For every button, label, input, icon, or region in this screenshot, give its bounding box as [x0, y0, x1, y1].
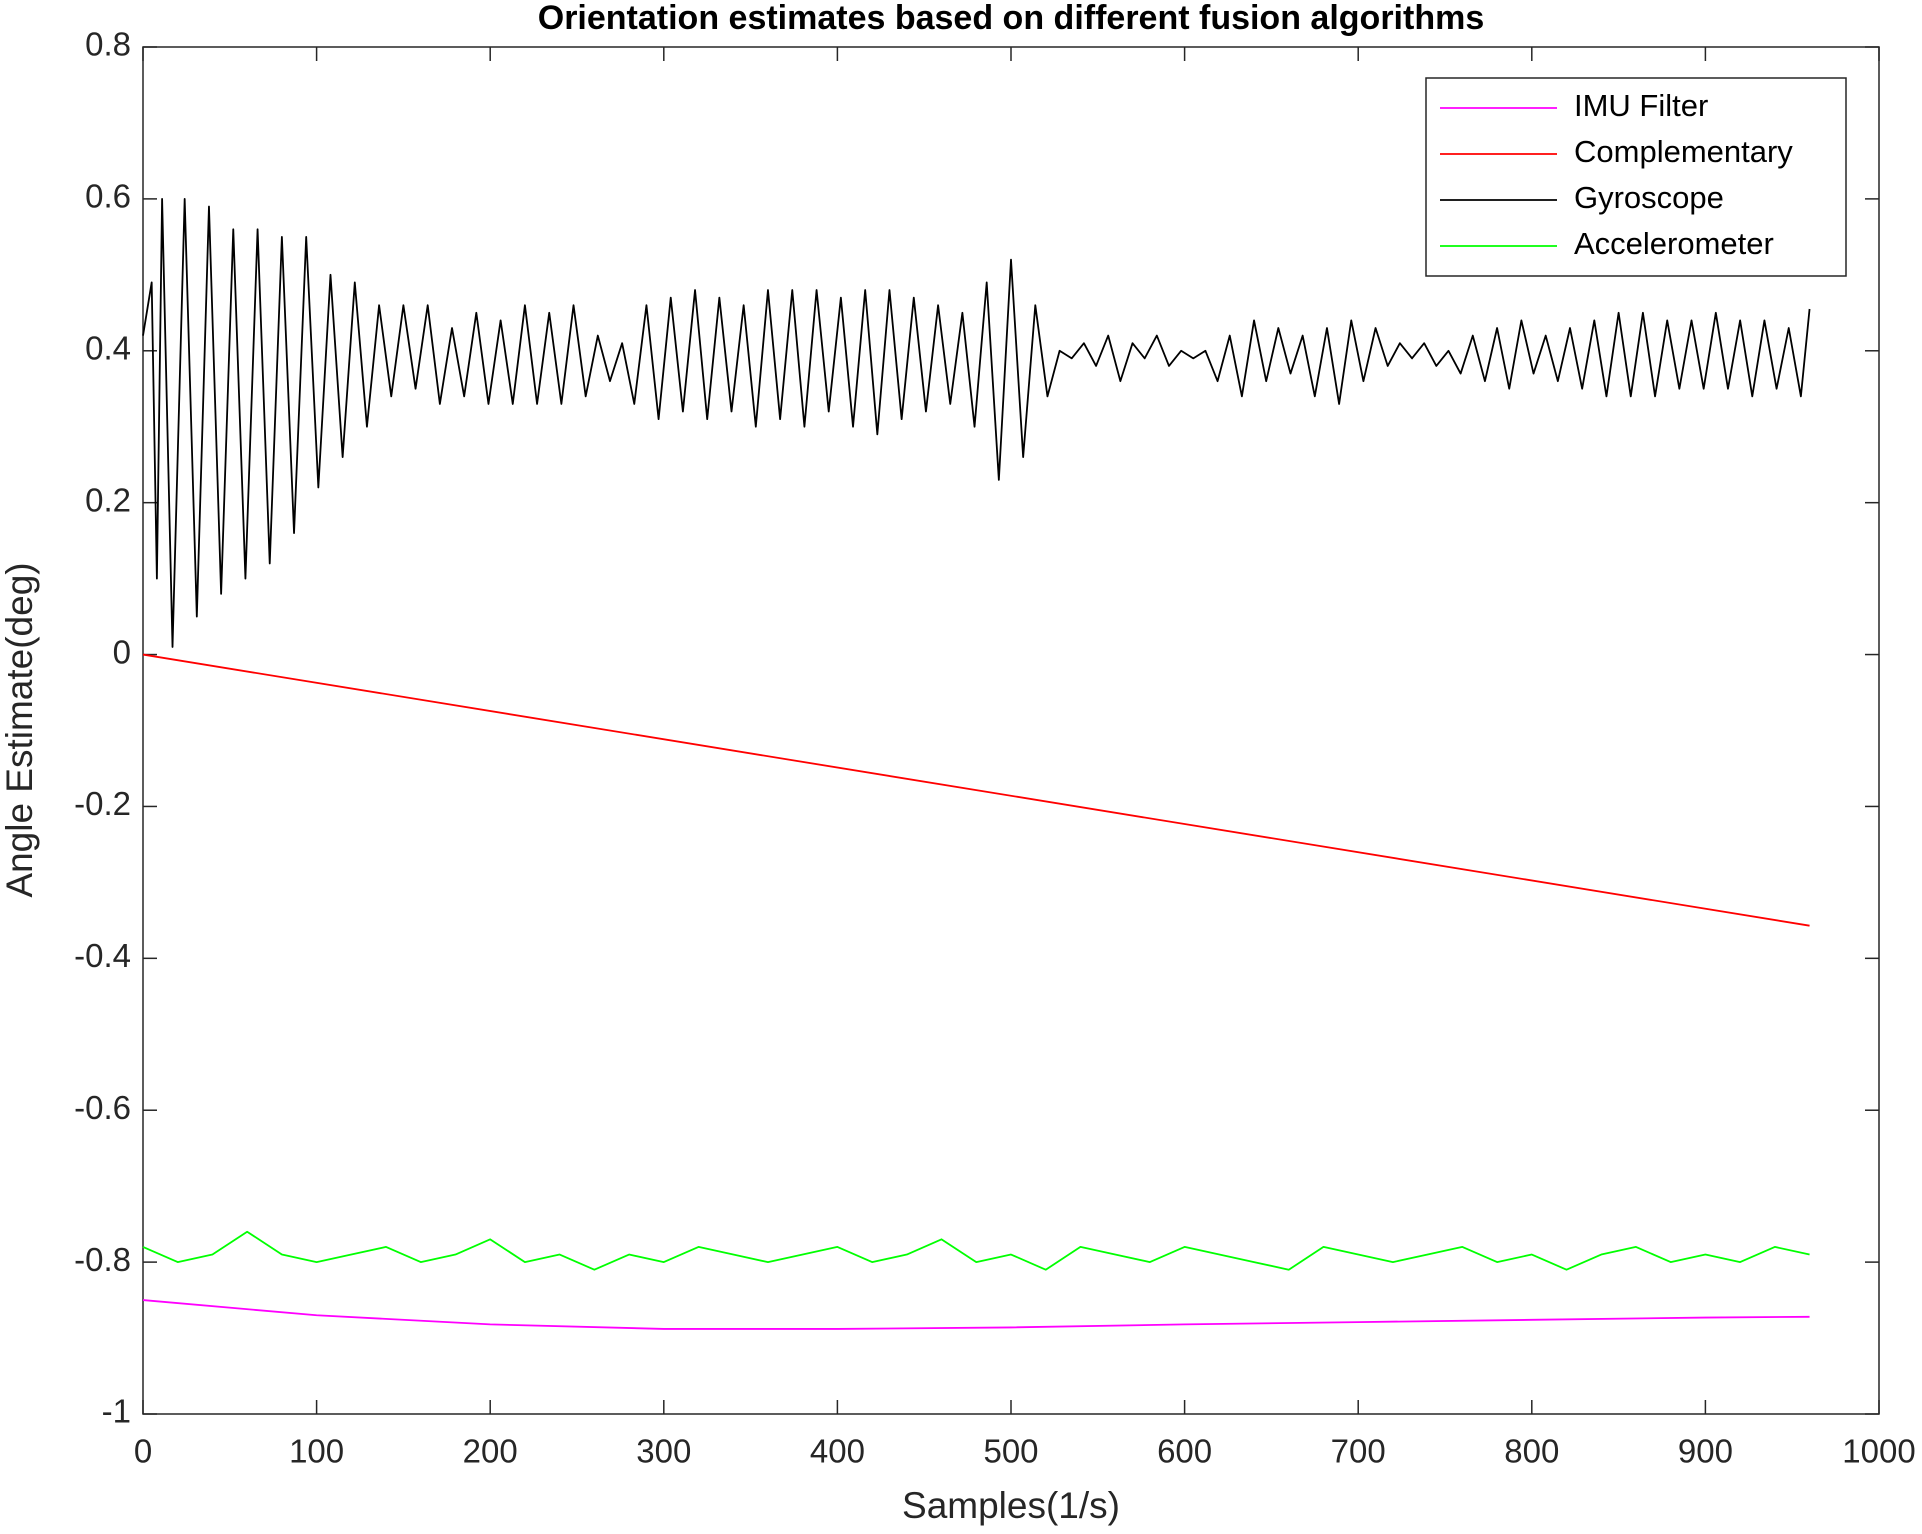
y-tick-label: -0.4 [74, 937, 131, 974]
x-tick-label: 100 [289, 1433, 344, 1470]
y-tick-label: 0.2 [85, 481, 131, 518]
legend-label: Gyroscope [1574, 180, 1724, 215]
data-line [142, 1230, 1810, 1271]
y-tick-label: 0 [113, 633, 131, 670]
x-tick-label: 900 [1678, 1433, 1733, 1470]
y-tick-label: 0.8 [85, 26, 131, 63]
x-tick-label: 500 [983, 1433, 1038, 1470]
y-tick-label: 0.6 [85, 178, 131, 215]
legend-label: Complementary [1574, 134, 1793, 169]
y-tick-label: -0.6 [74, 1089, 131, 1126]
x-tick-label: 800 [1504, 1433, 1559, 1470]
legend-box [1425, 77, 1847, 277]
x-tick-label: 200 [463, 1433, 518, 1470]
y-tick-label: -0.8 [74, 1241, 131, 1278]
x-tick-label: 700 [1331, 1433, 1386, 1470]
x-tick-label: 0 [134, 1433, 152, 1470]
x-tick-label: 300 [636, 1433, 691, 1470]
y-tick-label: -1 [102, 1393, 131, 1430]
legend-label: IMU Filter [1574, 88, 1708, 123]
x-axis-label: Samples(1/s) [902, 1485, 1120, 1526]
y-tick-label: 0.4 [85, 329, 131, 366]
data-line [142, 197, 1811, 648]
legend-label: Accelerometer [1574, 226, 1774, 261]
chart-title: Orientation estimates based on different… [538, 0, 1484, 37]
x-tick-label: 600 [1157, 1433, 1212, 1470]
y-tick-label: -0.2 [74, 785, 131, 822]
data-line [142, 1299, 1810, 1330]
y-axis-label: Angle Estimate(deg) [0, 562, 40, 897]
data-line [142, 653, 1810, 927]
x-tick-label: 400 [810, 1433, 865, 1470]
plot-frame [142, 46, 1880, 1415]
x-tick-label: 1000 [1842, 1433, 1915, 1470]
